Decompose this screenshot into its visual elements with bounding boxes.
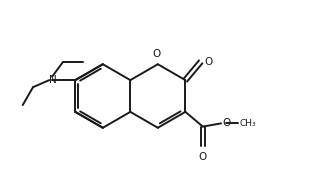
Text: O: O — [152, 49, 160, 59]
Text: O: O — [199, 152, 207, 162]
Text: CH₃: CH₃ — [239, 119, 256, 128]
Text: O: O — [205, 57, 213, 67]
Text: O: O — [223, 118, 231, 128]
Text: N: N — [49, 75, 56, 85]
